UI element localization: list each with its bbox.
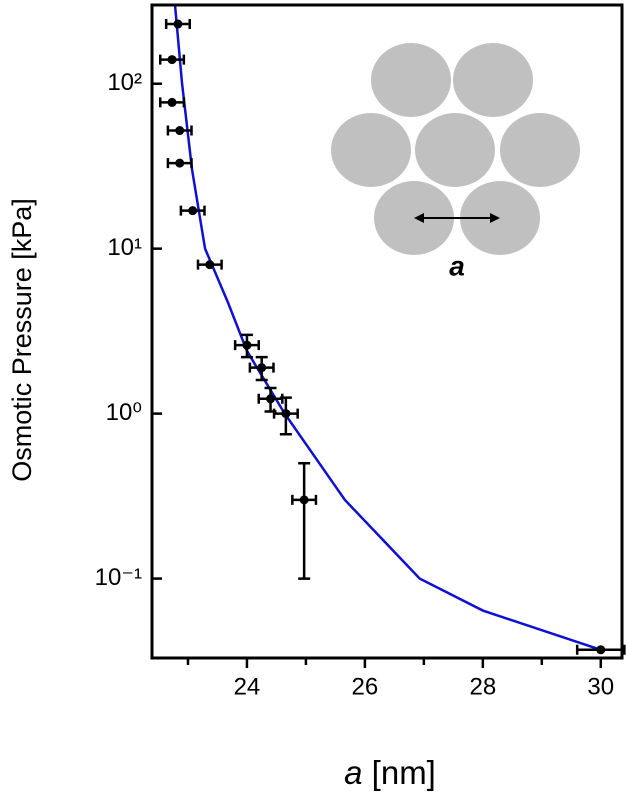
data-point	[242, 340, 252, 350]
data-point	[257, 363, 267, 373]
plot-frame	[150, 3, 624, 660]
data-point	[175, 158, 185, 168]
data-point	[167, 97, 177, 107]
y-tick-label: 10⁰	[106, 399, 142, 426]
y-axis-label: Osmotic Pressure [kPa]	[7, 198, 37, 482]
y-error-bar	[298, 462, 311, 580]
arrow-head	[414, 213, 500, 223]
particle	[331, 113, 411, 187]
data-point	[188, 206, 198, 216]
x-tick-label: 26	[352, 673, 379, 700]
x-axis-symbol: a	[344, 754, 362, 791]
inset-label: a	[449, 250, 465, 281]
data-point	[596, 645, 606, 655]
particle	[500, 113, 580, 187]
data-point	[266, 394, 276, 404]
x-tick-label: 30	[587, 673, 614, 700]
x-axis-unit: [nm]	[372, 754, 436, 791]
y-tick-label: 10⁻¹	[95, 564, 142, 591]
particle	[415, 113, 495, 187]
data-point	[175, 126, 185, 136]
data-point	[167, 55, 177, 65]
data-point	[299, 495, 309, 505]
y-tick-label: 10¹	[107, 234, 142, 261]
particle	[453, 43, 533, 117]
data-point	[173, 19, 183, 29]
x-tick-label: 28	[469, 673, 496, 700]
y-tick-label: 10²	[107, 69, 142, 96]
inset-diagram	[331, 43, 580, 255]
particle	[371, 43, 451, 117]
x-axis-label: a [nm]	[344, 754, 436, 791]
x-tick-label: 24	[234, 673, 261, 700]
data-point	[281, 409, 291, 419]
data-point	[205, 260, 215, 270]
